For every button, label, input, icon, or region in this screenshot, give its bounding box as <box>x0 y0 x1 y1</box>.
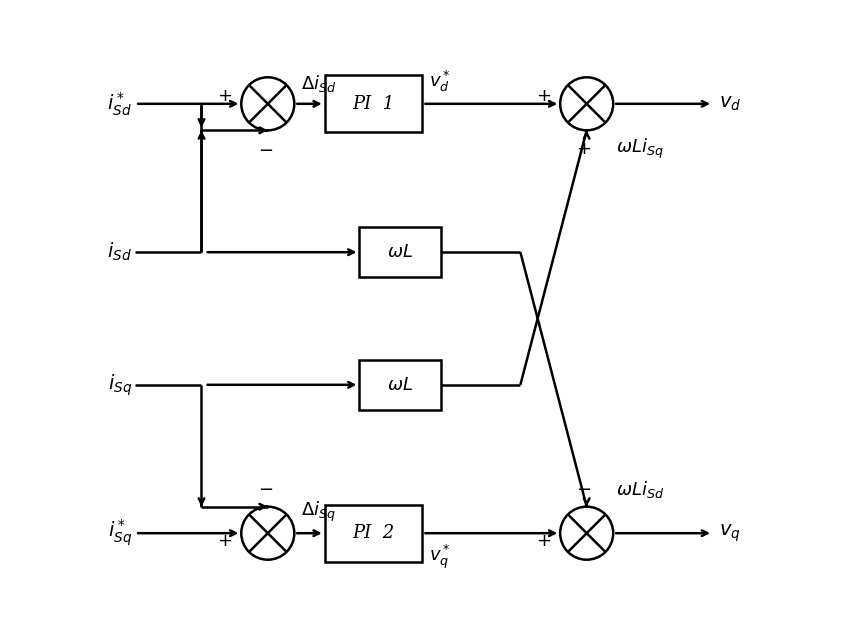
Text: $i_{Sd}$: $i_{Sd}$ <box>107 241 132 263</box>
Text: $-$: $-$ <box>257 479 273 497</box>
Text: $i^*_{Sd}$: $i^*_{Sd}$ <box>107 90 132 117</box>
Text: $\omega L$: $\omega L$ <box>387 376 413 394</box>
Text: +: + <box>535 87 550 105</box>
Text: $\omega Li_{Sd}$: $\omega Li_{Sd}$ <box>615 480 663 500</box>
Text: $v_d$: $v_d$ <box>718 95 741 113</box>
Text: $v^*_d$: $v^*_d$ <box>428 69 450 94</box>
Text: $i_{Sq}$: $i_{Sq}$ <box>108 372 132 397</box>
Text: $v_q$: $v_q$ <box>718 522 740 544</box>
Text: PI  1: PI 1 <box>352 95 394 113</box>
Text: $v^*_q$: $v^*_q$ <box>428 543 450 571</box>
Text: $\Delta i_{Sq}$: $\Delta i_{Sq}$ <box>300 499 335 524</box>
Text: +: + <box>217 87 231 105</box>
Text: $-$: $-$ <box>257 140 273 158</box>
Bar <box>359 359 441 410</box>
Text: +: + <box>535 532 550 550</box>
Text: $\omega Li_{Sq}$: $\omega Li_{Sq}$ <box>615 137 663 161</box>
Text: +: + <box>217 532 231 550</box>
Text: $\Delta i_{Sd}$: $\Delta i_{Sd}$ <box>300 73 336 94</box>
Bar <box>324 505 422 562</box>
Bar <box>359 227 441 278</box>
Text: $\omega L$: $\omega L$ <box>387 243 413 261</box>
Bar <box>324 75 422 132</box>
Text: $i^*_{Sq}$: $i^*_{Sq}$ <box>108 518 132 548</box>
Text: PI  2: PI 2 <box>352 524 394 542</box>
Text: $-$: $-$ <box>576 479 591 497</box>
Text: +: + <box>576 140 591 158</box>
